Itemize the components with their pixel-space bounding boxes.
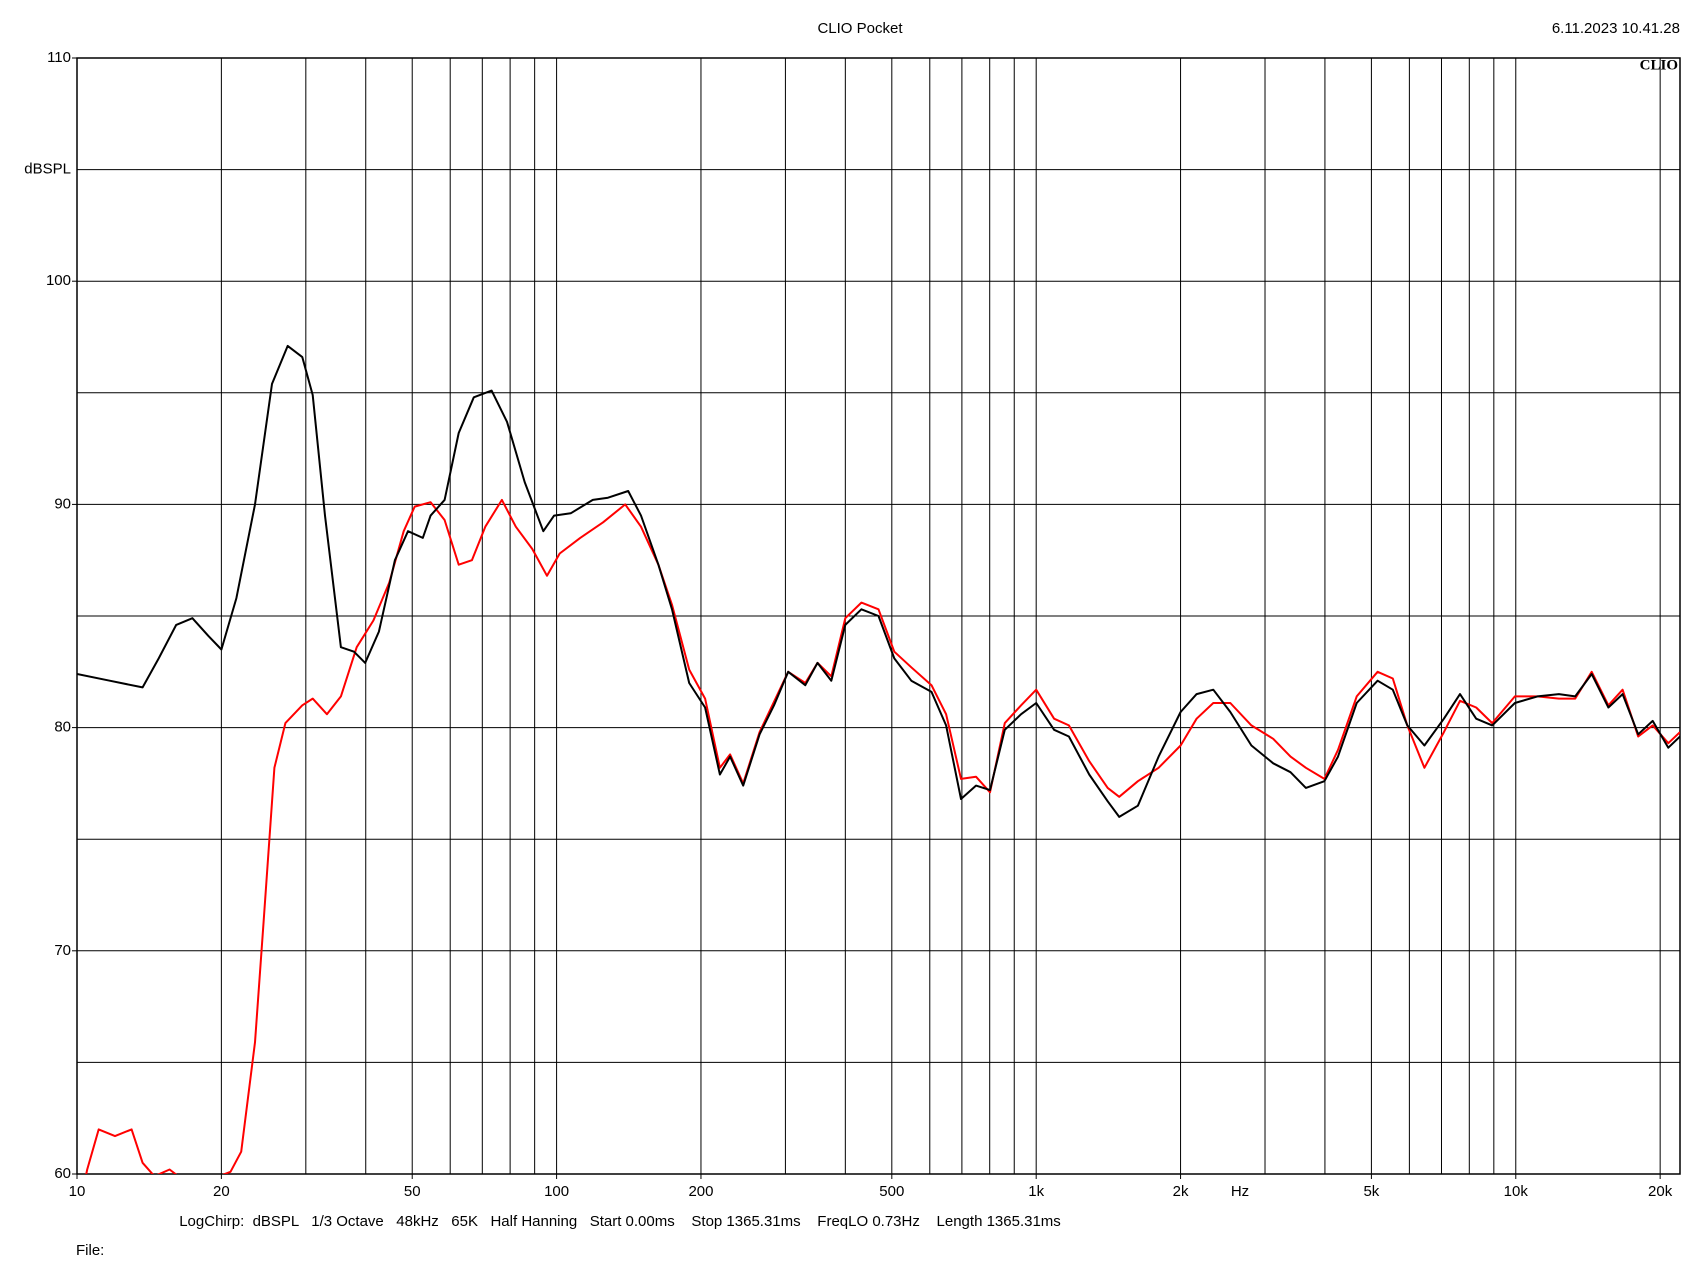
plot-frame	[76, 57, 1681, 1175]
y-tick-label: 110	[47, 49, 71, 66]
series-line	[77, 344, 1680, 818]
footer: LogChirp: dBSPL 1/3 Octave 48kHz 65K Hal…	[179, 1213, 1061, 1230]
x-tick-label: 10k	[1504, 1183, 1529, 1200]
y-tick-label: 90	[54, 495, 71, 512]
x-tick-label: 20k	[1648, 1183, 1673, 1200]
y-tick-label: 70	[54, 942, 71, 959]
y-axis-label: dBSPL	[24, 161, 71, 178]
x-tick-label: 50	[404, 1183, 421, 1200]
y-tick-label: 80	[54, 719, 71, 736]
file-label: File:	[76, 1242, 104, 1259]
x-tick-label: 2k	[1173, 1183, 1189, 1200]
series-line	[85, 498, 1680, 1174]
chart-title: CLIO Pocket	[817, 20, 903, 37]
x-tick-label: 200	[688, 1183, 713, 1200]
y-tick-label: 60	[54, 1165, 71, 1182]
x-tick-label: 100	[544, 1183, 569, 1200]
x-tick-label: 1k	[1028, 1183, 1044, 1200]
x-tick-label: 20	[213, 1183, 230, 1200]
x-tick-label: 500	[879, 1183, 904, 1200]
x-tick-label: 10	[69, 1183, 86, 1200]
y-tick-label: 100	[46, 272, 71, 289]
x-tick-label: 5k	[1363, 1183, 1379, 1200]
logo: CLIO	[1640, 57, 1678, 73]
timestamp: 6.11.2023 10.41.28	[1552, 20, 1680, 37]
x-axis-label: Hz	[1231, 1183, 1249, 1200]
